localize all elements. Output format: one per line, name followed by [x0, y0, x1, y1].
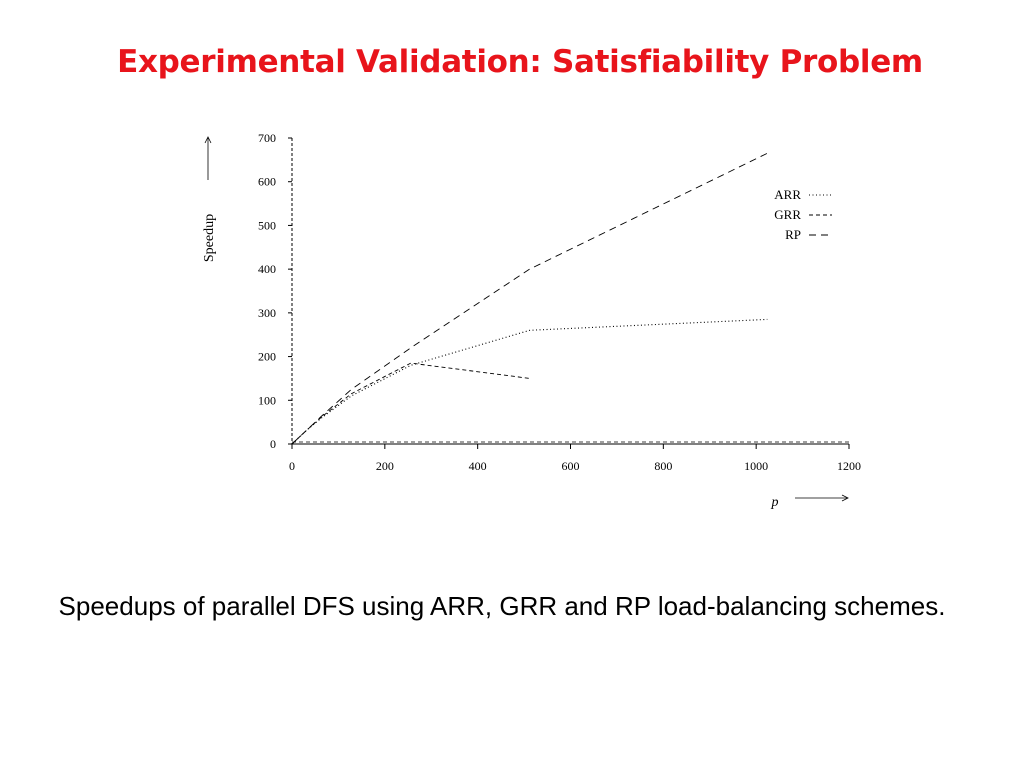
speedup-chart: 0 100 200 300 400 500 600 700 0 200 400 600 800 1000 1… — [202, 131, 861, 510]
y-tick-label: 400 — [258, 262, 276, 276]
series-line-arr — [292, 318, 768, 444]
y-tick-label: 100 — [258, 393, 276, 407]
y-tick-label: 600 — [258, 175, 276, 189]
chart-series — [292, 152, 768, 444]
x-axis-arrowhead — [841, 494, 849, 502]
chart-ticks: 0 100 200 300 400 500 600 700 0 200 400 600 800 1000 1… — [258, 131, 861, 473]
y-tick-label: 300 — [258, 306, 276, 320]
y-tick-label: 700 — [258, 131, 276, 145]
slide-title: Experimental Validation: Satisfiability … — [117, 44, 923, 80]
x-tick-label: 800 — [654, 459, 672, 473]
y-tick-label: 200 — [258, 350, 276, 364]
y-axis-label: Speedup — [202, 214, 217, 262]
chart-axis-labels: Speedup p — [202, 136, 849, 510]
slide-caption: Speedups of parallel DFS using ARR, GRR … — [58, 591, 946, 621]
y-tick-label: 500 — [258, 218, 276, 232]
x-tick-label: 0 — [289, 459, 295, 473]
legend-label-rp: RP — [785, 227, 801, 242]
legend-label-grr: GRR — [774, 207, 801, 222]
series-line-rp — [292, 152, 768, 444]
x-tick-label: 600 — [562, 459, 580, 473]
x-axis-label: p — [771, 495, 779, 510]
x-tick-label: 400 — [469, 459, 487, 473]
legend-label-arr: ARR — [774, 187, 801, 202]
x-tick-label: 1200 — [837, 459, 861, 473]
y-axis-arrowhead — [204, 136, 212, 144]
x-tick-label: 200 — [376, 459, 394, 473]
x-tick-label: 1000 — [744, 459, 768, 473]
chart-axes — [291, 138, 849, 445]
y-tick-label: 0 — [270, 437, 276, 451]
series-line-grr — [292, 362, 530, 444]
chart-legend: ARR GRR RP — [774, 187, 832, 242]
